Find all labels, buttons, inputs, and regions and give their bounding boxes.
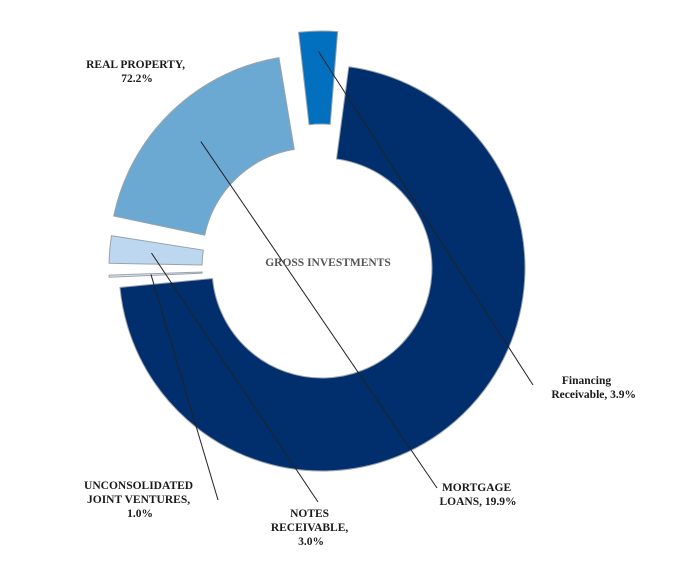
label-notes-receivable: NOTES RECEIVABLE, 3.0% (271, 508, 351, 548)
label-notes-receivable-line3: 3.0% (298, 536, 324, 548)
leader-line-financing-receivable (318, 51, 534, 386)
center-label: GROSS INVESTMENTS (265, 257, 391, 269)
slices-group (108, 30, 526, 472)
label-mortgage-loans-line2: LOANS, 19.9% (440, 496, 517, 508)
label-unconsolidated-jv-line3: 1.0% (127, 508, 153, 520)
leader-lines-group (150, 51, 534, 503)
label-notes-receivable-line1: NOTES (290, 508, 329, 520)
label-real-property-line1: REAL PROPERTY, (86, 59, 185, 71)
label-unconsolidated-jv-line1: UNCONSOLIDATED (84, 480, 193, 492)
label-notes-receivable-line2: RECEIVABLE, (271, 522, 349, 534)
label-unconsolidated-jv: UNCONSOLIDATED JOINT VENTURES, 1.0% (84, 480, 196, 520)
label-financing-receivable: Financing Receivable, 3.9% (551, 375, 636, 401)
slice-real-property (119, 66, 526, 472)
label-real-property: REAL PROPERTY, 72.2% (86, 59, 188, 85)
label-financing-receivable-line1: Financing (562, 375, 611, 387)
label-unconsolidated-jv-line2: JOINT VENTURES, (87, 494, 190, 506)
slice-financing-receivable (298, 30, 339, 126)
leader-line-unconsolidated-jv (150, 274, 219, 501)
leader-line-notes-receivable (151, 252, 319, 503)
label-mortgage-loans: MORTGAGE LOANS, 19.9% (440, 482, 517, 508)
slice-unconsolidated-jv (108, 271, 203, 278)
label-real-property-line2: 72.2% (121, 73, 153, 85)
label-financing-receivable-line2: Receivable, 3.9% (551, 389, 636, 401)
leader-line-mortgage-loans (200, 141, 438, 489)
label-mortgage-loans-line1: MORTGAGE (442, 482, 512, 494)
slice-notes-receivable (108, 235, 204, 266)
